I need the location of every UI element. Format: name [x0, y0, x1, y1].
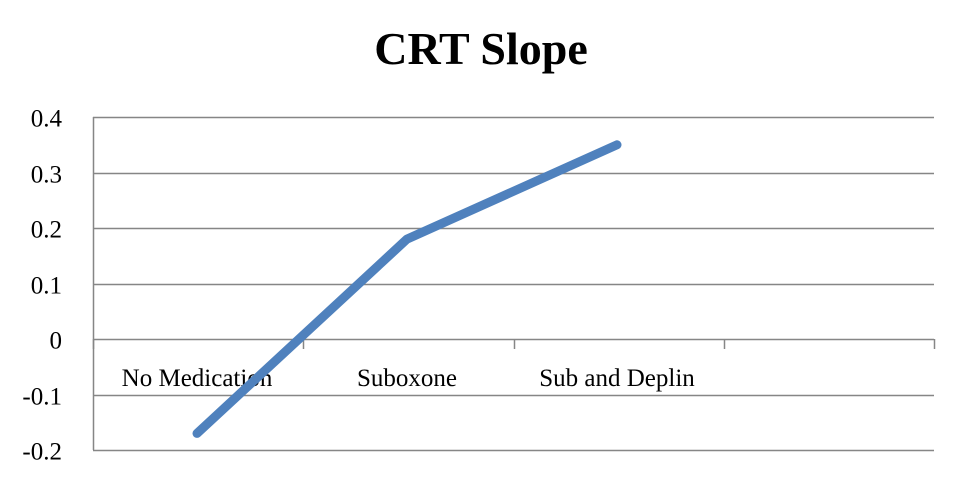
series-layer	[192, 140, 622, 438]
y-tick-label: 0.1	[31, 273, 62, 300]
y-tick-label: -0.1	[22, 384, 62, 411]
x-tick-labels: No Medication Suboxone Sub and Deplin	[122, 365, 696, 392]
gridlines	[93, 116, 934, 452]
axes	[92, 117, 936, 450]
y-tick-label: 0.3	[31, 162, 62, 189]
y-tick-label: 0	[50, 328, 63, 355]
y-tick-label: -0.2	[22, 439, 62, 466]
y-tick-label: 0.4	[31, 106, 63, 133]
x-tick-label: Suboxone	[357, 365, 457, 392]
chart-title: CRT Slope	[374, 23, 588, 74]
y-tick-label: 0.2	[31, 217, 62, 244]
x-tick-label: Sub and Deplin	[539, 365, 695, 392]
y-tick-labels: 0.4 0.3 0.2 0.1 0 -0.1 -0.2	[22, 106, 62, 466]
